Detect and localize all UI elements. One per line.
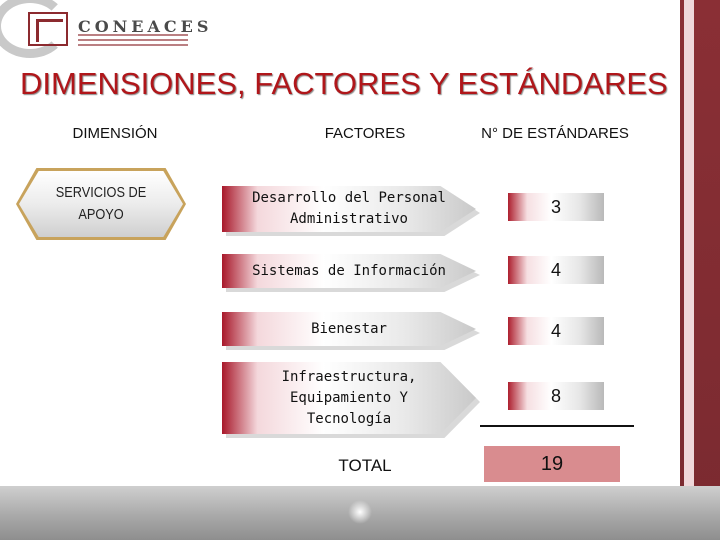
total-divider <box>480 425 634 427</box>
factor-arrow: Infraestructura, Equipamiento Y Tecnolog… <box>222 362 476 434</box>
dimension-label: SERVICIOS DE APOYO <box>55 184 147 223</box>
factor-arrow: Sistemas de Información <box>222 254 476 288</box>
factor-label: Bienestar <box>311 320 387 337</box>
page-title: DIMENSIONES, FACTORES Y ESTÁNDARES <box>20 66 668 101</box>
header-dimension: DIMENSIÓN <box>72 125 158 142</box>
total-label: TOTAL <box>338 456 392 475</box>
standard-count: 8 <box>508 382 604 410</box>
factor-arrow: Bienestar <box>222 312 476 346</box>
right-decor-stripe <box>684 0 694 540</box>
factor-label: Infraestructura, Equipamiento Y Tecnolog… <box>281 368 417 427</box>
logo-subtitle-lines <box>78 34 188 49</box>
standard-count: 4 <box>508 317 604 345</box>
standard-count: 3 <box>508 193 604 221</box>
dimension-badge: SERVICIOS DE APOYO <box>19 171 183 237</box>
total-value: 19 <box>484 446 620 482</box>
logo-text: CONEACES <box>78 17 213 36</box>
header-standards: N° DE ESTÁNDARES <box>481 125 629 142</box>
logo-mark-icon <box>28 12 68 46</box>
factor-label: Sistemas de Información <box>252 262 446 279</box>
bottom-glow-dot <box>348 500 372 524</box>
logo-ring-icon <box>0 0 68 58</box>
header-factors: FACTORES <box>324 125 406 142</box>
factor-arrow: Desarrollo del Personal Administrativo <box>222 186 476 232</box>
factor-label: Desarrollo del Personal Administrativo <box>252 190 446 227</box>
standard-count: 4 <box>508 256 604 284</box>
